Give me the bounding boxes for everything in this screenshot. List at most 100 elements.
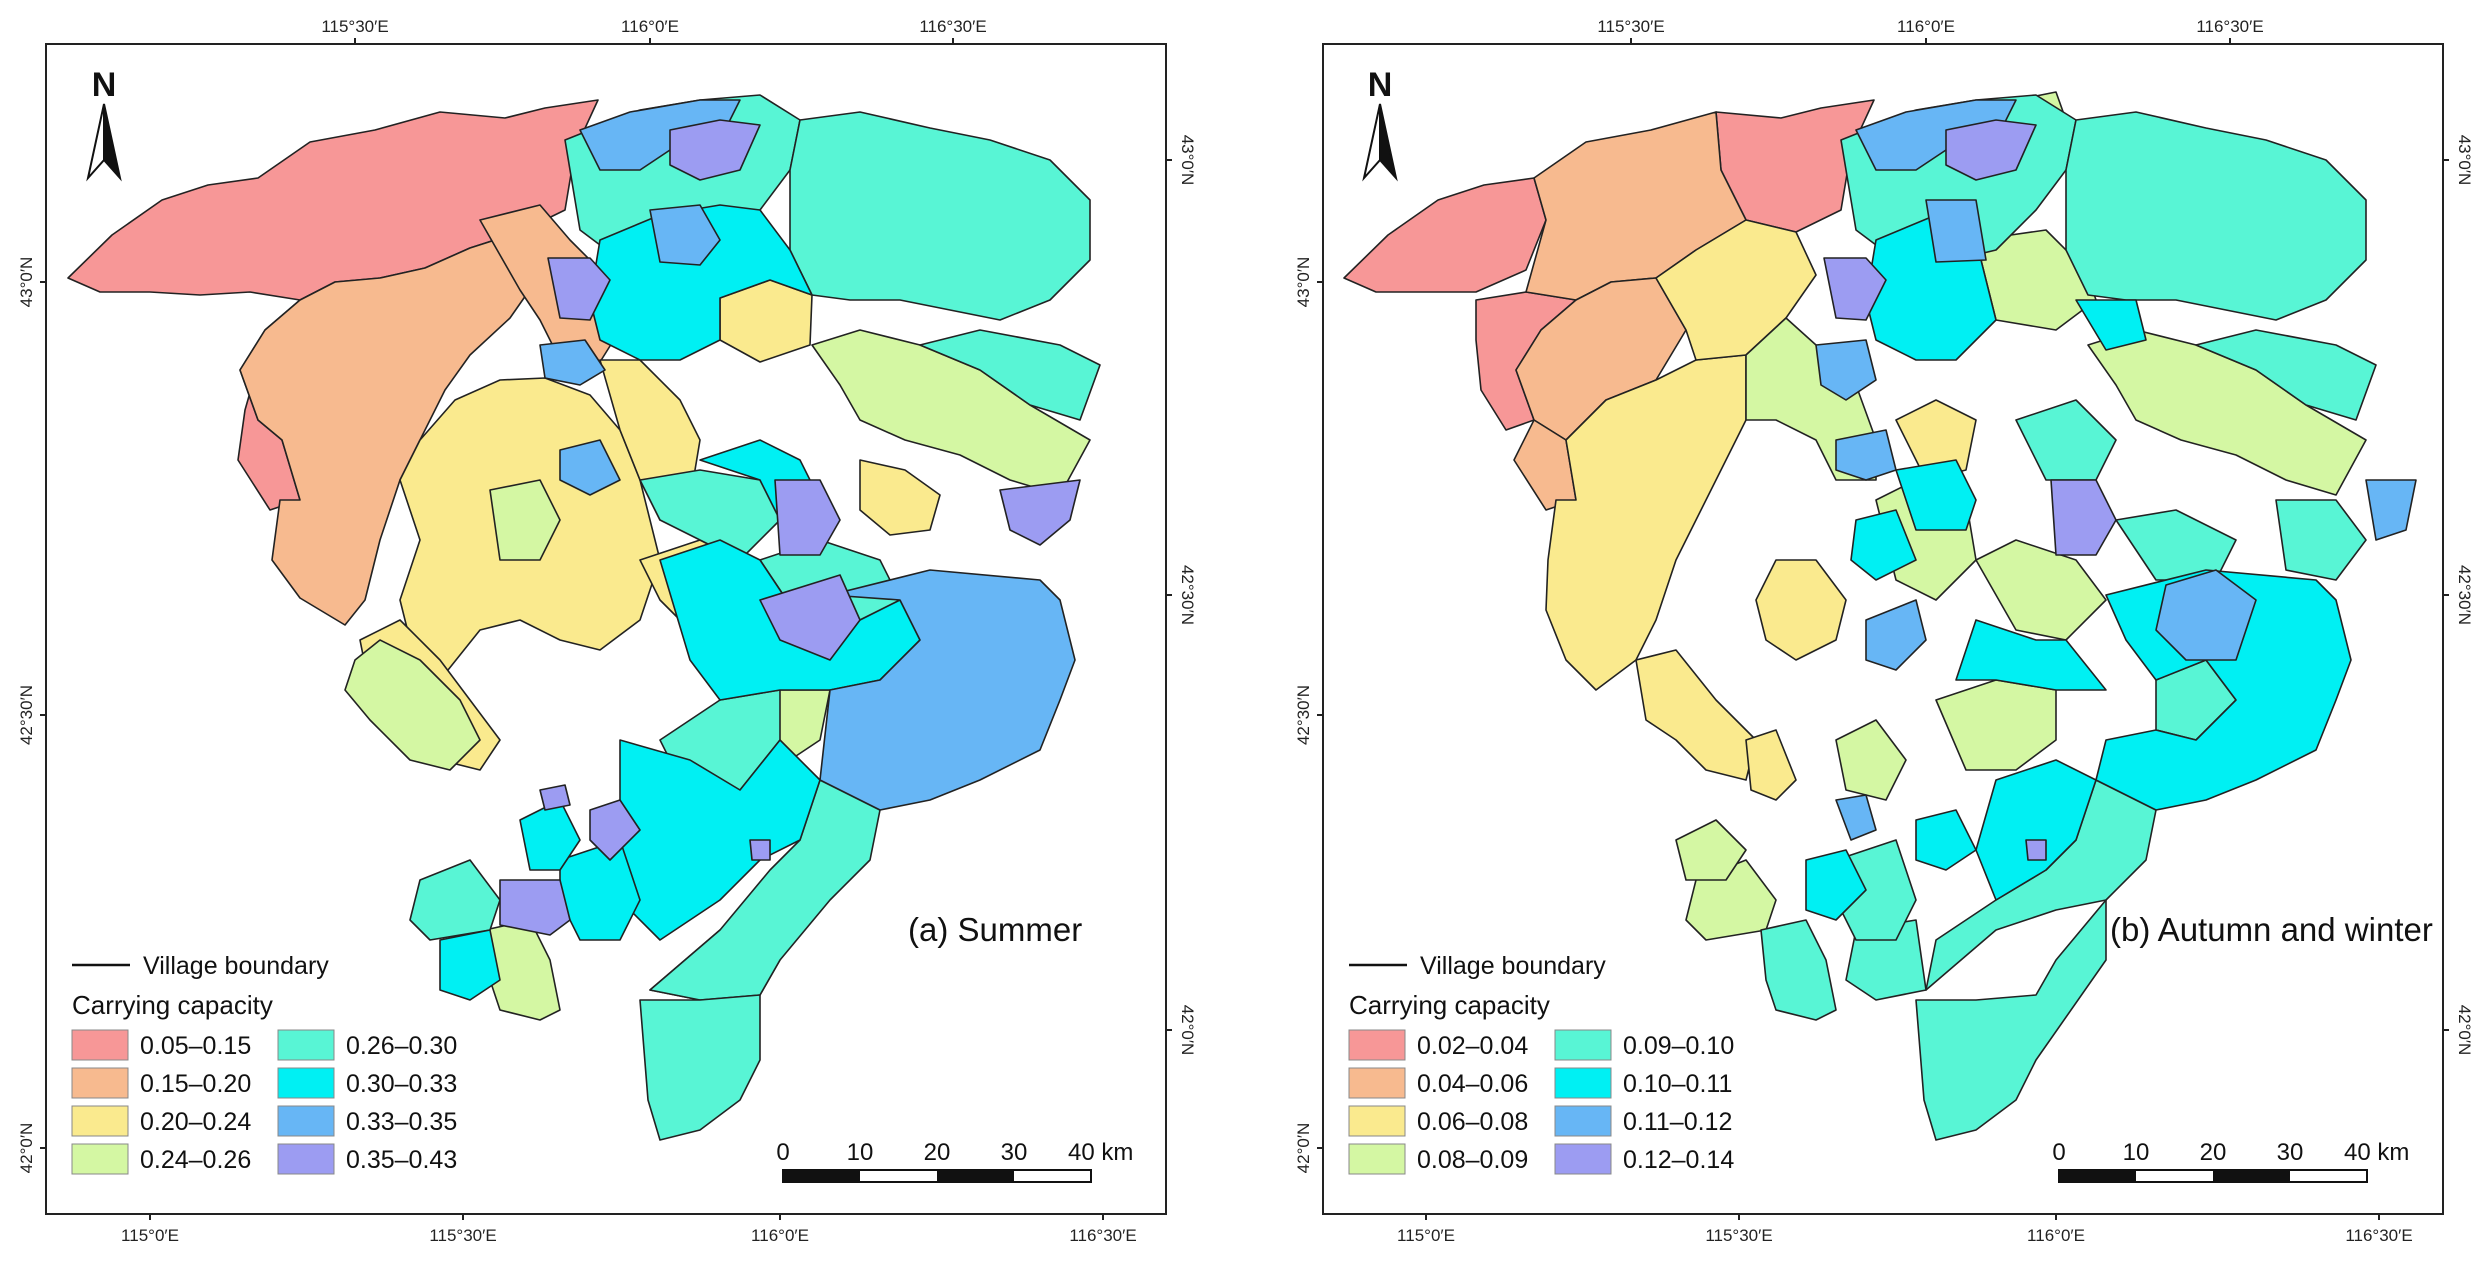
village-region — [1545, 354, 1747, 691]
top-tick-label: 116°30′E — [919, 17, 986, 36]
map-frame — [45, 43, 1167, 1215]
village-region — [1835, 429, 1897, 481]
right-tick-label: 42°0′N — [2455, 1005, 2474, 1056]
village-region — [639, 469, 781, 561]
scale-segment-dark — [2213, 1170, 2290, 1182]
village-region — [1955, 619, 2107, 691]
north-arrow-left — [1362, 103, 1381, 182]
village-region — [2050, 479, 2117, 556]
village-region — [1755, 559, 1847, 661]
bottom-tick-label: 115°30′E — [1705, 1226, 1772, 1245]
legend-swatch — [71, 1143, 129, 1175]
village-region — [789, 111, 1091, 321]
legend-swatch — [1348, 1105, 1406, 1137]
north-arrow-right — [103, 103, 122, 182]
legend-items: 0.05–0.15 0.15–0.20 0.20–0.24 0.24–0.26 0.26… — [71, 1029, 457, 1175]
left-tick-label: 42°0′N — [17, 1123, 36, 1174]
legend-label: 0.30–0.33 — [346, 1070, 457, 1098]
map-frame — [1322, 43, 2444, 1215]
legend-label: 0.06–0.08 — [1417, 1108, 1528, 1136]
right-tick-label: 42°30′N — [2455, 565, 2474, 625]
village-region — [749, 839, 771, 861]
left-ticks: 43°0′N 42°30′N 42°0′N — [1294, 257, 1323, 1173]
scale-segment-dark — [937, 1170, 1014, 1182]
panel-title: (a) Summer — [908, 911, 1082, 948]
village-region — [2365, 479, 2417, 541]
legend-swatch — [71, 1105, 129, 1137]
village-region — [539, 784, 571, 811]
top-tick-label: 116°30′E — [2196, 17, 2263, 36]
village-region — [1975, 539, 2107, 641]
right-tick-label: 43°0′N — [1178, 135, 1197, 186]
legend-label: 0.05–0.15 — [140, 1032, 251, 1060]
village-region — [589, 204, 813, 361]
legend-label: 0.04–0.06 — [1417, 1070, 1528, 1098]
scale-bar: 0 10 20 30 40 km — [776, 1139, 1133, 1183]
village-region — [589, 799, 641, 861]
village-region — [539, 339, 606, 386]
village-region — [1343, 177, 1547, 293]
scale-label: 10 — [847, 1139, 874, 1166]
village-region — [2195, 329, 2377, 421]
village-region — [439, 929, 501, 1001]
legend-swatch — [277, 1105, 335, 1137]
left-ticks: 43°0′N 42°30′N 42°0′N — [17, 257, 46, 1174]
legend-label: 0.24–0.26 — [140, 1146, 251, 1174]
village-region — [1895, 459, 1977, 531]
legend-label: 0.02–0.04 — [1417, 1032, 1528, 1060]
legend: Village boundary Carrying capacity 0.05–… — [71, 952, 457, 1175]
legend-title: Carrying capacity — [1349, 990, 1550, 1020]
village-region — [1975, 759, 2097, 901]
right-ticks: 43°0′N 42°30′N 42°0′N — [2443, 135, 2474, 1056]
scale-segment-dark — [783, 1170, 860, 1182]
bottom-ticks: 115°0′E 115°30′E 116°0′E 116°30′E — [121, 1214, 1137, 1245]
legend-label: 0.11–0.12 — [1623, 1108, 1732, 1136]
village-region — [2015, 399, 2117, 481]
village-region — [2155, 569, 2257, 661]
village-region — [1805, 849, 1867, 921]
village-region — [2025, 839, 2047, 861]
village-region — [1823, 257, 1887, 321]
village-region — [1635, 649, 1757, 781]
bottom-ticks: 115°0′E 115°30′E 116°0′E 116°30′E — [1397, 1214, 2413, 1245]
village-region — [239, 231, 541, 626]
village-polygons — [67, 94, 1101, 1141]
village-region — [479, 204, 621, 371]
legend-swatch — [1554, 1105, 1612, 1137]
left-tick-label: 43°0′N — [1294, 257, 1313, 308]
left-tick-label: 42°30′N — [1294, 685, 1313, 745]
legend-swatch — [1348, 1029, 1406, 1061]
right-ticks: 43°0′N 42°30′N 42°0′N — [1166, 135, 1197, 1055]
village-region — [1865, 599, 1927, 671]
map-panel-autumn-winter: 115°30′E 116°0′E 116°30′E 115°0′E 115°30… — [1270, 0, 2482, 1258]
village-region — [489, 479, 561, 561]
village-region — [2065, 111, 2367, 321]
top-tick-label: 115°30′E — [1597, 17, 1664, 36]
legend-swatch — [1554, 1143, 1612, 1175]
north-arrow-left — [86, 103, 105, 182]
panel-title: (b) Autumn and winter — [2110, 911, 2433, 948]
village-region — [759, 574, 861, 661]
legend-swatch — [1348, 1067, 1406, 1099]
north-label: N — [92, 66, 117, 104]
legend-label: 0.35–0.43 — [346, 1146, 457, 1174]
legend-swatch — [277, 1143, 335, 1175]
scale-bar: 0 10 20 30 40 km — [2052, 1139, 2409, 1183]
boundary-label: Village boundary — [143, 952, 329, 980]
scale-label: 20 — [924, 1139, 951, 1166]
village-region — [1760, 919, 1837, 1021]
legend-label: 0.09–0.10 — [1623, 1032, 1734, 1060]
map-svg-summer: 115°30′E 116°0′E 116°30′E 115°0′E 115°30… — [17, 17, 1197, 1245]
scale-label: 30 — [1001, 1139, 1028, 1166]
north-arrow: N — [86, 66, 122, 182]
village-region — [499, 879, 571, 936]
scale-label: 0 — [776, 1139, 789, 1166]
scale-label: 20 — [2200, 1139, 2227, 1166]
village-region — [2075, 299, 2147, 351]
village-region — [2115, 509, 2237, 581]
legend-items: 0.02–0.04 0.04–0.06 0.06–0.08 0.08–0.09 0.09… — [1348, 1029, 1734, 1175]
bottom-tick-label: 115°30′E — [429, 1226, 496, 1245]
village-region — [1935, 679, 2057, 771]
legend-label: 0.15–0.20 — [140, 1070, 251, 1098]
village-region — [669, 119, 761, 181]
